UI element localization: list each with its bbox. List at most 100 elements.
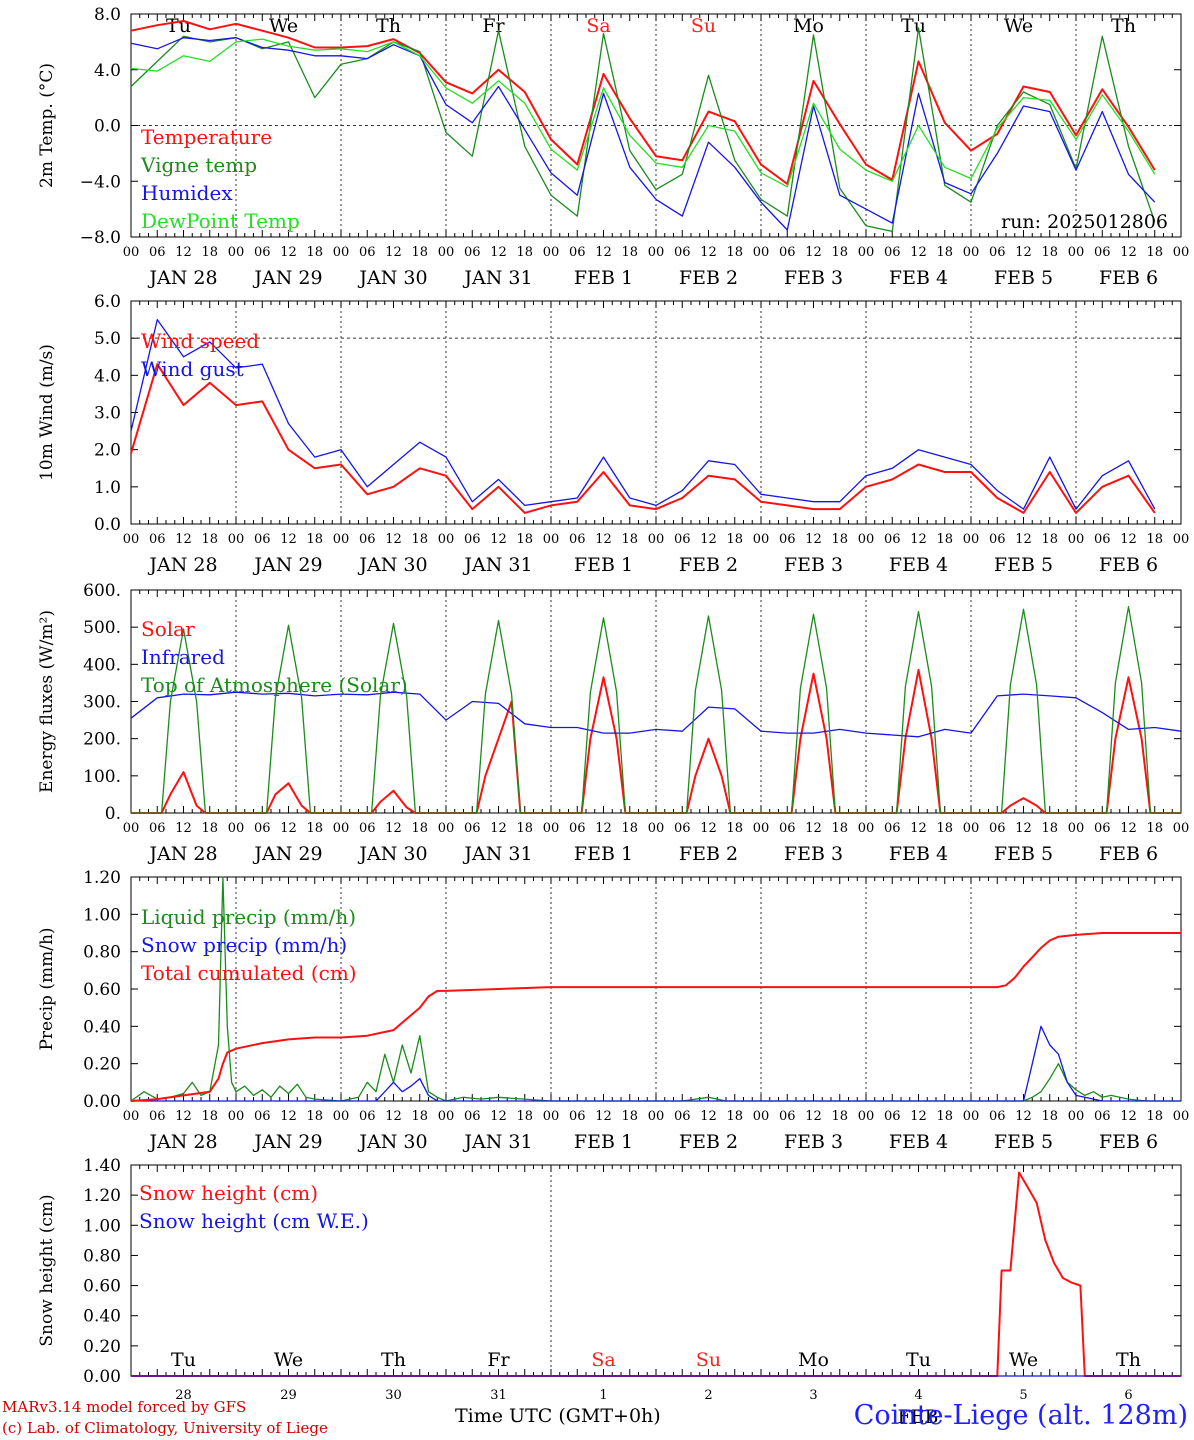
y-tick-label: 200.: [83, 730, 121, 750]
hour-label: 00: [438, 245, 455, 260]
hour-label: 12: [175, 1109, 192, 1124]
day-number-label: 29: [280, 1388, 297, 1403]
y-tick-label: 500.: [83, 618, 121, 638]
hour-label: 06: [989, 1109, 1006, 1124]
hour-label: 18: [306, 821, 323, 836]
legend-entry: Wind gust: [141, 357, 244, 381]
hour-label: 18: [936, 821, 953, 836]
series-line-total-cumulated-cm-: [130, 932, 1181, 1102]
legend-entry: Liquid precip (mm/h): [141, 905, 356, 929]
hour-label: 18: [516, 1109, 533, 1124]
series-line-top-of-atmosphere-solar-: [131, 606, 1181, 814]
hour-label: 12: [1120, 821, 1137, 836]
hour-label: 18: [621, 245, 638, 260]
hour-label: 12: [1120, 1109, 1137, 1124]
hour-label: 12: [385, 245, 402, 260]
credit-line-model: MARv3.14 model forced by GFS: [2, 1398, 247, 1416]
legend-entry: Total cumulated (cm): [141, 961, 357, 985]
hour-label: 06: [464, 245, 481, 260]
hour-label: 12: [490, 532, 507, 547]
hour-label: 12: [175, 245, 192, 260]
hour-label: 00: [333, 532, 350, 547]
y-tick-label: −4.0: [80, 172, 121, 192]
hour-label: 06: [464, 821, 481, 836]
hour-label: 06: [359, 532, 376, 547]
y-tick-label: 8.0: [94, 5, 121, 25]
date-label: FEB 3: [784, 1131, 843, 1153]
hour-label: 12: [1120, 532, 1137, 547]
y-tick-label: 0.0: [94, 515, 121, 535]
hour-label: 12: [1015, 532, 1032, 547]
weekday-label: Mo: [793, 15, 824, 37]
hour-label: 00: [123, 245, 140, 260]
weekday-label: Fr: [487, 1349, 510, 1371]
hour-label: 06: [884, 1109, 901, 1124]
weekday-label: Tu: [166, 15, 191, 37]
day-number-label: 3: [809, 1388, 817, 1403]
hour-label: 00: [1173, 821, 1190, 836]
y-tick-label: 0.40: [83, 1017, 121, 1037]
y-tick-label: 4.0: [94, 366, 121, 386]
series-line-dewpoint-temp: [130, 38, 1156, 188]
series-line-temperature: [130, 20, 1156, 185]
hour-label: 18: [201, 532, 218, 547]
hour-label: 18: [411, 245, 428, 260]
hour-label: 12: [595, 532, 612, 547]
hour-label: 18: [516, 821, 533, 836]
hour-label: 06: [1094, 1109, 1111, 1124]
series-line-snow-precip-mm-h-: [131, 1025, 1181, 1102]
series-line-wind-gust: [130, 318, 1156, 510]
y-tick-label: 1.00: [83, 905, 121, 925]
legend-entry: Humidex: [141, 181, 233, 205]
weekday-label: Tu: [171, 1349, 196, 1371]
hour-label: 12: [490, 821, 507, 836]
hour-label: 06: [254, 532, 271, 547]
hour-label: 18: [831, 1109, 848, 1124]
hour-label: 00: [438, 1109, 455, 1124]
hour-label: 12: [910, 532, 927, 547]
hour-label: 12: [490, 1109, 507, 1124]
hour-label: 18: [621, 1109, 638, 1124]
hour-label: 06: [359, 245, 376, 260]
hour-label: 18: [201, 245, 218, 260]
hour-label: 06: [464, 532, 481, 547]
legend-entry: Wind speed: [141, 329, 259, 353]
hour-label: 06: [779, 821, 796, 836]
hour-label: 12: [805, 821, 822, 836]
series-line-humidex: [130, 37, 1156, 231]
date-label: JAN 31: [462, 843, 532, 865]
weekday-label: Th: [1116, 1349, 1141, 1371]
y-tick-label: 0.60: [83, 980, 121, 1000]
hour-label: 18: [516, 532, 533, 547]
weekday-label: Fr: [482, 15, 505, 37]
hour-label: 18: [1146, 1109, 1163, 1124]
date-label: FEB 4: [889, 554, 948, 576]
hour-label: 00: [753, 1109, 770, 1124]
date-label: FEB 5: [994, 843, 1053, 865]
hour-label: 18: [726, 532, 743, 547]
hour-label: 06: [674, 821, 691, 836]
weekday-label: We: [1004, 15, 1033, 37]
hour-label: 18: [726, 1109, 743, 1124]
y-tick-label: 1.20: [83, 1186, 121, 1206]
legend-entry: Snow height (cm W.E.): [139, 1209, 369, 1233]
hour-label: 00: [753, 532, 770, 547]
date-label: FEB 4: [889, 843, 948, 865]
hour-label: 00: [963, 821, 980, 836]
series-line-vigne-temp: [130, 27, 1156, 233]
hour-label: 18: [726, 245, 743, 260]
date-label: FEB 6: [1099, 267, 1158, 289]
hour-label: 06: [569, 1109, 586, 1124]
hour-label: 06: [149, 821, 166, 836]
hour-label: 12: [700, 1109, 717, 1124]
y-tick-label: 600.: [83, 581, 121, 601]
y-tick-label: 6.0: [94, 292, 121, 312]
hour-label: 18: [831, 532, 848, 547]
x-axis-title: Time UTC (GMT+0h): [455, 1405, 661, 1427]
y-tick-label: 100.: [83, 767, 121, 787]
y-axis-label: 2m Temp. (°C): [37, 63, 57, 188]
hour-label: 06: [779, 245, 796, 260]
hour-label: 12: [385, 821, 402, 836]
weekday-label: Su: [691, 15, 716, 37]
hour-label: 00: [858, 532, 875, 547]
